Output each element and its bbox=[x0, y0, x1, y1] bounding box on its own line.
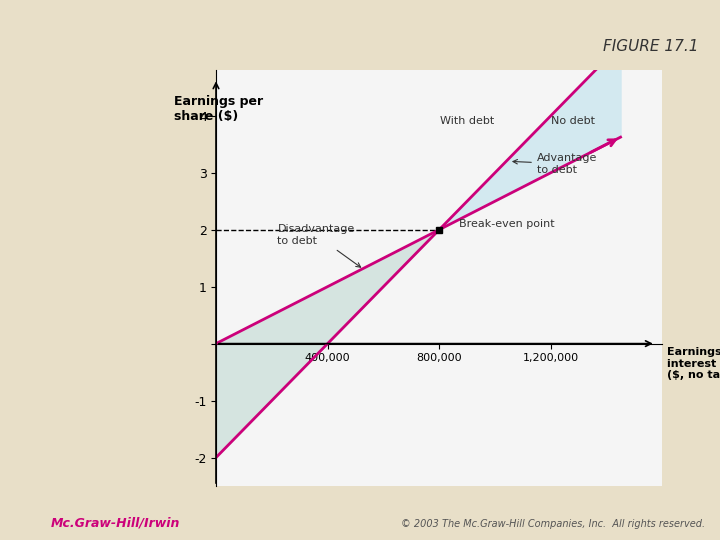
Text: No debt: No debt bbox=[551, 116, 595, 126]
Text: Mc.Graw-Hill/Irwin: Mc.Graw-Hill/Irwin bbox=[50, 516, 180, 529]
Text: Break-even point: Break-even point bbox=[459, 219, 554, 229]
Text: © 2003 The Mc.Graw-Hill Companies, Inc.  All rights reserved.: © 2003 The Mc.Graw-Hill Companies, Inc. … bbox=[402, 519, 706, 529]
Text: Earnings per
share ($): Earnings per share ($) bbox=[174, 95, 264, 123]
Text: Advantage
to debt: Advantage to debt bbox=[513, 153, 597, 175]
Text: FIGURE 17.1: FIGURE 17.1 bbox=[603, 39, 698, 54]
Text: Disadvantage
to debt: Disadvantage to debt bbox=[277, 224, 361, 267]
Text: Earnings before
interest and taxes
($, no taxes): Earnings before interest and taxes ($, n… bbox=[667, 347, 720, 380]
Text: With debt: With debt bbox=[440, 116, 494, 126]
